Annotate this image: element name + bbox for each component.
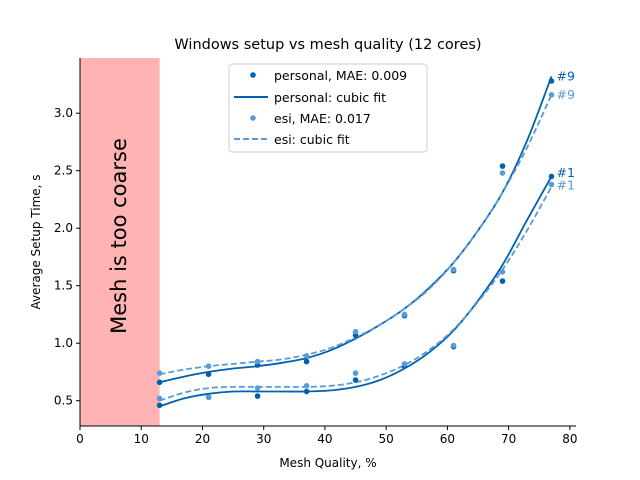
series-2-point [205, 363, 212, 370]
legend-label-personal-points: personal, MAE: 0.009 [274, 68, 407, 83]
x-tick-label: 30 [256, 432, 271, 446]
series-2-point [303, 353, 310, 359]
y-tick-label: 1.0 [54, 336, 73, 350]
series-1-fit-curve-0 [159, 176, 553, 408]
series-2-point [156, 395, 163, 402]
series-0-point [499, 278, 506, 284]
series-2-point [352, 370, 359, 376]
x-tick-label: 20 [195, 432, 210, 446]
series-2-point [303, 382, 310, 389]
series-0-point [205, 371, 212, 378]
y-tick-label: 0.5 [54, 394, 73, 408]
series-0-point [548, 78, 555, 84]
x-tick-label: 40 [317, 432, 332, 446]
series-2-point [401, 311, 408, 318]
legend-label-personal-fit: personal: cubic fit [274, 90, 386, 105]
x-tick-label: 80 [562, 432, 577, 446]
series-2-point [499, 269, 506, 275]
x-tick-label: 60 [440, 432, 455, 446]
series-0-point [303, 358, 310, 365]
chart-title: Windows setup vs mesh quality (12 cores) [174, 37, 481, 53]
y-tick-label: 3.0 [54, 106, 73, 120]
series-2-point [548, 92, 555, 98]
series-0-point [352, 377, 359, 383]
series-0-point [254, 393, 261, 399]
annotation-label: #1 [557, 178, 575, 193]
legend: personal, MAE: 0.009 personal: cubic fit… [228, 63, 428, 153]
y-tick-label: 1.5 [54, 279, 73, 293]
x-tick-label: 70 [501, 432, 516, 446]
x-tick-label: 50 [379, 432, 394, 446]
legend-frame [228, 63, 428, 153]
series-2-point [156, 370, 163, 376]
annotation-label: #9 [557, 68, 575, 83]
series-0-point [548, 173, 555, 180]
x-axis-label: Mesh Quality, % [279, 456, 376, 470]
plot-area: 0 10 20 30 40 50 60 70 80 0.5 1.0 1.5 2.0 2.5 3.0 #9 #9 #… [54, 58, 578, 446]
legend-marker-personal-points [250, 72, 256, 78]
series-0-point [156, 379, 163, 386]
x-tick-label: 0 [76, 432, 84, 446]
series-2-point [254, 385, 261, 391]
y-tick-label: 2.5 [54, 164, 73, 178]
series-0-point [156, 402, 163, 409]
y-tick-label: 2.0 [54, 221, 73, 235]
legend-label-esi-fit: esi: cubic fit [274, 132, 350, 147]
series-2-point [548, 181, 555, 188]
legend-marker-esi-points [250, 115, 256, 121]
series-2-point [352, 328, 359, 335]
series-2-point [450, 266, 457, 273]
series-2-point [205, 394, 212, 401]
y-axis-label: Average Setup Time, s [29, 174, 43, 309]
shaded-region-label: Mesh is too coarse [107, 138, 131, 334]
series-2-point [254, 358, 261, 365]
annotation-label: #1 [557, 165, 575, 180]
annotation-label: #9 [557, 87, 575, 102]
legend-label-esi-points: esi, MAE: 0.017 [274, 111, 371, 126]
series-2-point [401, 361, 408, 367]
series-2-point [450, 342, 457, 349]
series-0-point [303, 388, 310, 395]
series-0-point [499, 163, 506, 169]
shaded-region [80, 58, 160, 426]
series-2-point [499, 170, 506, 176]
x-tick-label: 10 [134, 432, 149, 446]
